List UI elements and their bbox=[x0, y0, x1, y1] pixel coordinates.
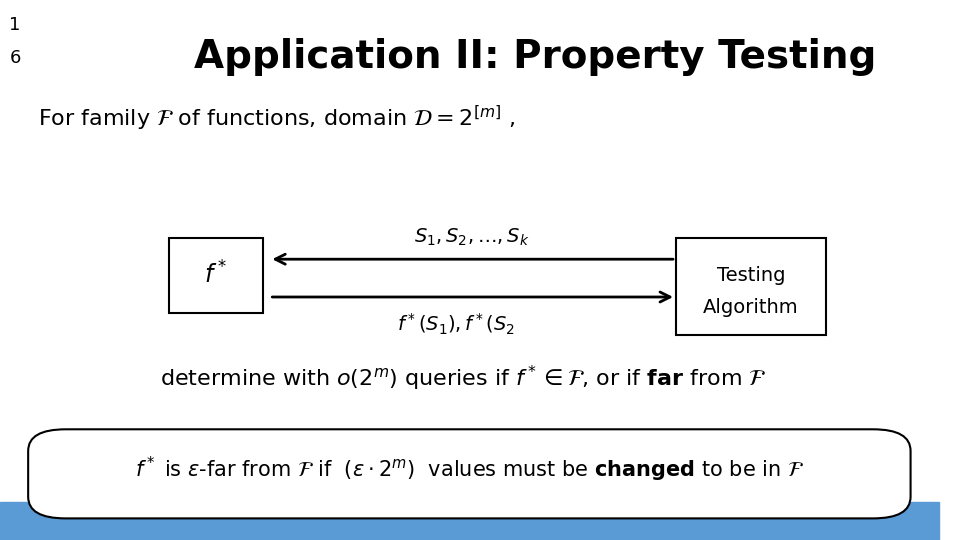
Text: $f^*$ is $\epsilon$-far from $\mathcal{F}$ if  $(\epsilon \cdot 2^m)$  values mu: $f^*$ is $\epsilon$-far from $\mathcal{F… bbox=[134, 455, 804, 484]
Text: Application II: Property Testing: Application II: Property Testing bbox=[194, 38, 876, 76]
Text: Testing: Testing bbox=[717, 266, 785, 285]
FancyBboxPatch shape bbox=[28, 429, 911, 518]
Text: $S_1, S_2, \ldots, S_k$: $S_1, S_2, \ldots, S_k$ bbox=[414, 227, 529, 248]
Text: $f^*$: $f^*$ bbox=[204, 262, 228, 289]
Text: Algorithm: Algorithm bbox=[703, 298, 799, 318]
FancyBboxPatch shape bbox=[169, 238, 263, 313]
Text: determine with $o(2^m)$ queries if $f^* \in \mathcal{F}$, or if $\mathbf{far}$ f: determine with $o(2^m)$ queries if $f^* … bbox=[159, 363, 766, 393]
Text: 6: 6 bbox=[10, 49, 21, 66]
Text: $f^*(S_1), f^*(S_2$: $f^*(S_1), f^*(S_2$ bbox=[396, 312, 515, 336]
Bar bbox=[0, 502, 939, 540]
Text: For family $\mathcal{F}$ of functions, domain $\mathcal{D} = 2^{[m]}$ ,: For family $\mathcal{F}$ of functions, d… bbox=[37, 104, 515, 133]
FancyBboxPatch shape bbox=[676, 238, 827, 335]
Text: 1: 1 bbox=[10, 16, 21, 34]
